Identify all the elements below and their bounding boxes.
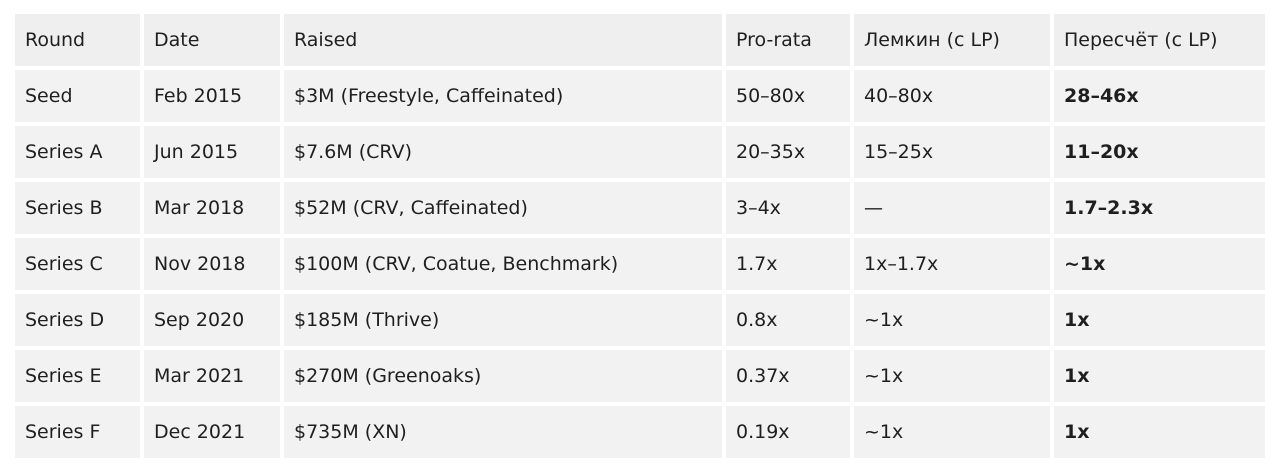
header-cell: Raised — [284, 14, 722, 66]
table-cell: $100M (CRV, Coatue, Benchmark) — [284, 238, 722, 290]
table: Round Date Raised Pro-rata Лемкин (с LP) Пере… — [15, 14, 1265, 458]
table-cell: Mar 2021 — [144, 350, 280, 402]
table-cell: 11–20x — [1054, 126, 1265, 178]
table-cell: $3M (Freestyle, Caffeinated) — [284, 70, 722, 122]
table-cell: Series D — [15, 294, 140, 346]
table-cell: Series A — [15, 126, 140, 178]
header-cell: Пересчёт (с LP) — [1054, 14, 1265, 66]
table-cell: Feb 2015 — [144, 70, 280, 122]
table-cell: 1.7–2.3x — [1054, 182, 1265, 234]
table-cell: Series E — [15, 350, 140, 402]
table-cell: Series F — [15, 406, 140, 458]
table-cell: ~1x — [1054, 238, 1265, 290]
table-cell: 1x — [1054, 350, 1265, 402]
table-cell: Seed — [15, 70, 140, 122]
header-cell: Round — [15, 14, 140, 66]
table-cell: $185M (Thrive) — [284, 294, 722, 346]
table-cell: 0.37x — [726, 350, 850, 402]
table-cell: — — [854, 182, 1050, 234]
table-cell: 40–80x — [854, 70, 1050, 122]
table-cell: 0.19x — [726, 406, 850, 458]
table-cell: Sep 2020 — [144, 294, 280, 346]
table-cell: 20–35x — [726, 126, 850, 178]
table-cell: Series C — [15, 238, 140, 290]
table-cell: 1x — [1054, 406, 1265, 458]
table-cell: $270M (Greenoaks) — [284, 350, 722, 402]
header-cell: Лемкин (с LP) — [854, 14, 1050, 66]
table-cell: $7.6M (CRV) — [284, 126, 722, 178]
table-cell: Nov 2018 — [144, 238, 280, 290]
header-cell: Pro-rata — [726, 14, 850, 66]
table-cell: ~1x — [854, 350, 1050, 402]
table-cell: Jun 2015 — [144, 126, 280, 178]
table-cell: 1x–1.7x — [854, 238, 1050, 290]
table-cell: 0.8x — [726, 294, 850, 346]
table-cell: $735M (XN) — [284, 406, 722, 458]
table-cell: Mar 2018 — [144, 182, 280, 234]
table-cell: 1x — [1054, 294, 1265, 346]
table-cell: 3–4x — [726, 182, 850, 234]
table-cell: ~1x — [854, 406, 1050, 458]
table-cell: 50–80x — [726, 70, 850, 122]
table-cell: 15–25x — [854, 126, 1050, 178]
table-cell: ~1x — [854, 294, 1050, 346]
header-cell: Date — [144, 14, 280, 66]
table-cell: 28–46x — [1054, 70, 1265, 122]
table-cell: 1.7x — [726, 238, 850, 290]
table-cell: Series B — [15, 182, 140, 234]
table-cell: $52M (CRV, Caffeinated) — [284, 182, 722, 234]
table-cell: Dec 2021 — [144, 406, 280, 458]
